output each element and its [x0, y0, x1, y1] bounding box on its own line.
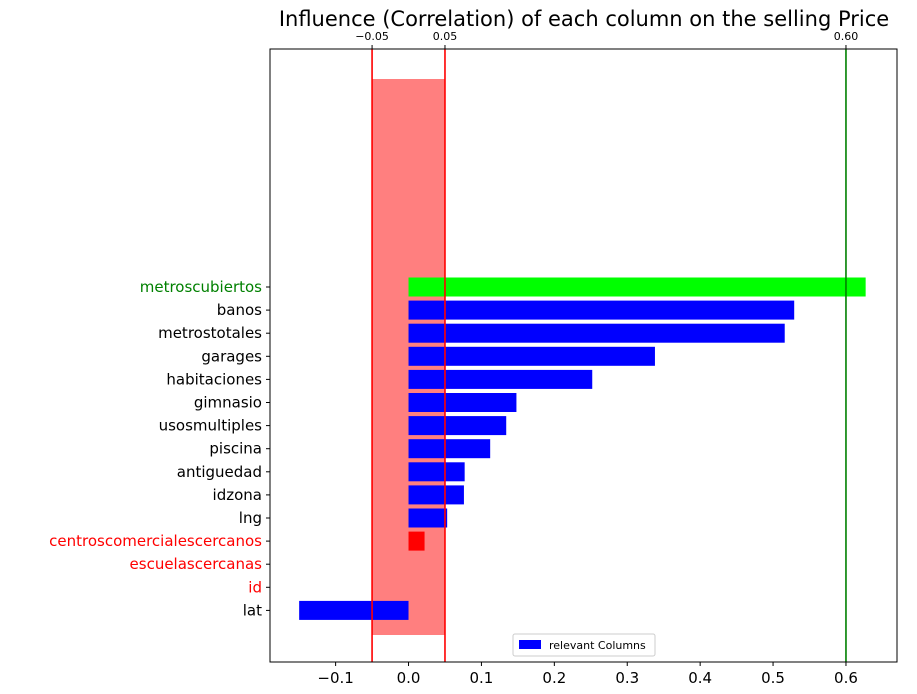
x-tick-label: −0.1	[317, 669, 353, 687]
x-tick-label: 0.1	[470, 669, 494, 687]
x-tick-label: 0.5	[761, 669, 785, 687]
x-tick-label: 0.2	[542, 669, 566, 687]
top-tick-label: 0.05	[433, 30, 458, 43]
y-tick-label-piscina: piscina	[209, 440, 262, 458]
y-tick-label-gimnasio: gimnasio	[194, 394, 262, 412]
bar-habitaciones	[408, 369, 593, 389]
top-tick-label: −0.05	[355, 30, 389, 43]
x-tick-label: 0.3	[615, 669, 639, 687]
legend-box	[512, 633, 656, 657]
legend-swatch	[519, 640, 541, 649]
top-tick-label: 0.60	[834, 30, 859, 43]
plot-area: metroscubiertos banos metrostotales garages…	[49, 30, 898, 687]
y-tick-label-metroscubiertos: metroscubiertos	[140, 278, 262, 296]
y-tick-label-banos: banos	[217, 301, 262, 319]
y-tick-label-usosmultiples: usosmultiples	[159, 417, 263, 435]
bar-metrostotales	[408, 323, 785, 343]
chart-title: Influence (Correlation) of each column o…	[279, 7, 889, 31]
x-tick-label: 0.0	[397, 669, 421, 687]
bar-piscina	[408, 439, 491, 459]
x-tick-label: 0.4	[688, 669, 712, 687]
y-tick-label-escuelascercanas: escuelascercanas	[130, 555, 263, 573]
y-tick-label-lng: lng	[239, 509, 262, 527]
y-tick-label-metrostotales: metrostotales	[158, 324, 262, 342]
legend-label: relevant Columns	[549, 639, 646, 652]
bar-usosmultiples	[408, 416, 507, 436]
bar-metroscubiertos	[408, 277, 866, 297]
bar-banos	[408, 300, 795, 320]
bar-garages	[408, 346, 655, 366]
y-tick-label-lat: lat	[243, 601, 262, 619]
y-tick-label-habitaciones: habitaciones	[166, 370, 262, 388]
bar-lng	[408, 508, 448, 528]
bar-idzona	[408, 485, 464, 505]
plot-frame	[269, 48, 898, 663]
x-tick-label: 0.6	[834, 669, 858, 687]
y-tick-label-antiguedad: antiguedad	[177, 463, 262, 481]
bar-lat	[299, 600, 409, 620]
y-tick-label-id: id	[248, 578, 262, 596]
bar-antiguedad	[408, 462, 465, 482]
y-tick-label-idzona: idzona	[213, 486, 262, 504]
y-tick-label-garages: garages	[201, 347, 262, 365]
bar-centroscomercialescercanos	[408, 531, 425, 551]
bar-gimnasio	[408, 393, 517, 412]
y-tick-label-centroscomercialescercanos: centroscomercialescercanos	[49, 532, 262, 550]
